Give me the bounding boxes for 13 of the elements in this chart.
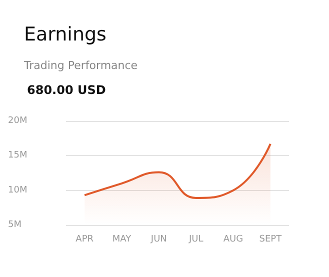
x-tick-label: AUG — [223, 234, 244, 244]
y-tick-label: 5M — [8, 220, 22, 230]
y-tick-label: 20M — [8, 116, 28, 126]
chart-title: Earnings — [24, 24, 106, 46]
x-tick-label: SEPT — [259, 234, 282, 244]
y-tick-label: 15M — [8, 150, 28, 161]
text: 680.00 USD — [27, 83, 106, 97]
x-tick-label: JUL — [188, 234, 204, 244]
y-tick-label: 10M — [8, 185, 28, 196]
chart-subtitle: Trading Performance — [23, 59, 138, 72]
x-tick-label: JUN — [150, 234, 167, 244]
x-tick-label: APR — [76, 234, 94, 244]
x-tick-label: MAY — [112, 234, 132, 244]
